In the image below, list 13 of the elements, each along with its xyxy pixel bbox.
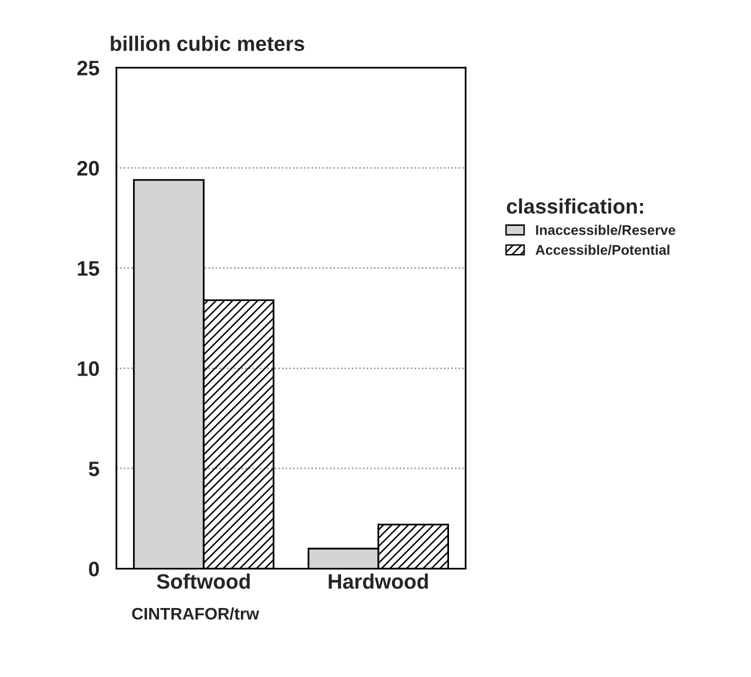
y-tick-label: 5 <box>88 462 100 476</box>
y-axis-title: billion cubic meters <box>110 36 304 52</box>
x-tick-label: Softwood <box>156 574 250 589</box>
y-tick-label: 20 <box>77 160 99 176</box>
x-tick-label: Hardwood <box>328 574 428 589</box>
legend-label: Inaccessible/Reserve <box>536 224 676 236</box>
y-tick-label: 0 <box>88 562 99 576</box>
y-tick-label: 10 <box>78 361 99 376</box>
y-tick-label: 25 <box>77 60 100 76</box>
text: CINTRAFOR/trw <box>132 607 260 620</box>
legend-label: Accessible/Potential <box>536 244 670 256</box>
y-tick-label: 15 <box>78 261 100 276</box>
legend-title: classification: <box>506 198 643 214</box>
